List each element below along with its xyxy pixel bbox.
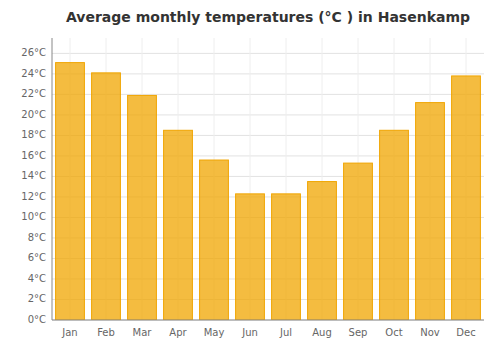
- bar: [56, 63, 85, 320]
- y-tick-label: 4°C: [28, 273, 46, 284]
- grid-line: [52, 320, 484, 321]
- grid: [52, 38, 484, 320]
- y-tick-label: 22°C: [21, 88, 46, 99]
- x-tick-label: Sep: [349, 327, 368, 338]
- y-tick-label: 2°C: [28, 293, 46, 304]
- x-tick-label: Aug: [312, 327, 332, 338]
- y-axis: [52, 38, 53, 320]
- x-tick-label: May: [204, 327, 225, 338]
- x-tick-label: Jan: [61, 327, 77, 338]
- bar: [128, 95, 157, 320]
- x-tick-label: Mar: [133, 327, 153, 338]
- bar: [236, 194, 265, 320]
- x-tick-label: Oct: [385, 327, 402, 338]
- bar: [200, 160, 229, 320]
- grid-line: [52, 53, 484, 54]
- y-tick-label: 20°C: [21, 109, 46, 120]
- y-tick-label: 26°C: [21, 47, 46, 58]
- y-tick-label: 12°C: [21, 191, 46, 202]
- chart: 0°C 2°C 4°C 6°C 8°C 10°C 12°C 14°C 16°C 18°C 20°C 2…: [0, 0, 500, 350]
- bar: [452, 76, 481, 320]
- y-tick-label: 16°C: [21, 150, 46, 161]
- bars: [56, 63, 481, 320]
- title: Average monthly temperatures (°C ) in Ha…: [66, 9, 470, 25]
- y-tick-label: 10°C: [21, 211, 46, 222]
- y-tick-label: 6°C: [28, 252, 46, 263]
- y-tick-label: 14°C: [21, 170, 46, 181]
- bar: [308, 182, 337, 320]
- bar: [380, 130, 409, 320]
- x-tick-label: Dec: [456, 327, 475, 338]
- bar: [164, 130, 193, 320]
- bar: [92, 73, 121, 320]
- x-tick-label: Jun: [241, 327, 258, 338]
- y-tick-label: 0°C: [28, 314, 46, 325]
- y-tick-label: 18°C: [21, 129, 46, 140]
- x-tick-label: Nov: [420, 327, 440, 338]
- x-axis: [52, 320, 484, 321]
- y-tick-label: 24°C: [21, 68, 46, 79]
- x-tick-label: Feb: [97, 327, 115, 338]
- bar: [344, 163, 373, 320]
- bar: [272, 194, 301, 320]
- x-tick-label: Jul: [279, 327, 292, 338]
- x-tick-label: Apr: [169, 327, 187, 338]
- y-tick-label: 8°C: [28, 232, 46, 243]
- bar: [416, 103, 445, 320]
